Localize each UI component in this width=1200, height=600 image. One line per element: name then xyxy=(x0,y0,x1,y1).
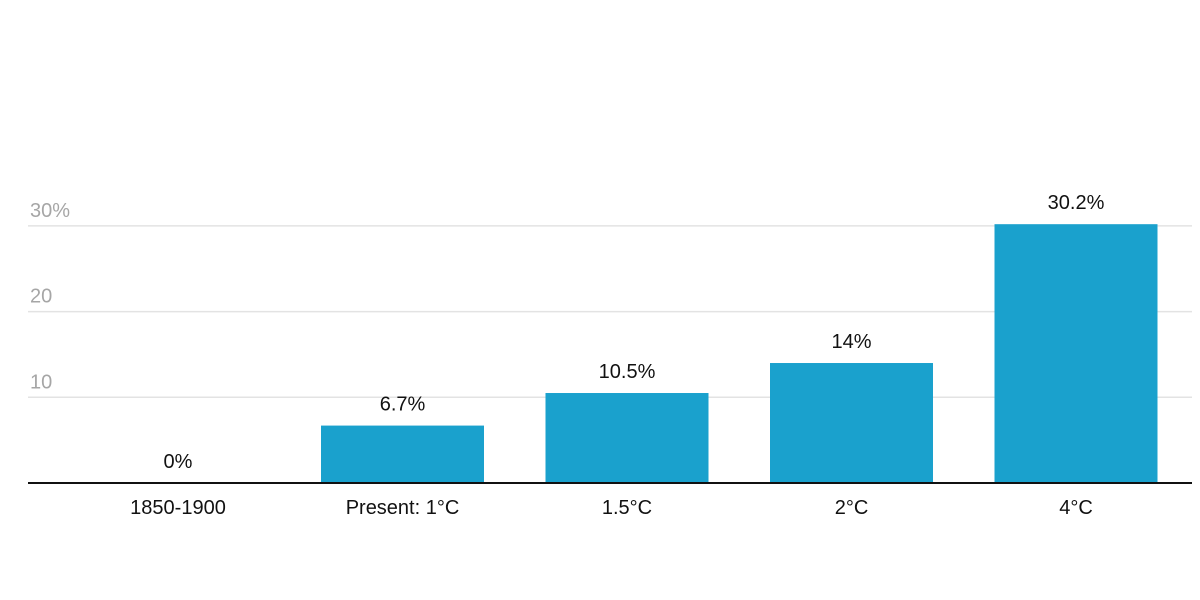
x-axis-labels: 1850-1900 Present: 1°C 1.5°C 2°C 4°C xyxy=(130,497,1093,519)
bars xyxy=(321,224,1158,483)
x-tick-label: 2°C xyxy=(835,497,869,519)
x-tick-label: Present: 1°C xyxy=(346,497,460,519)
data-label: 10.5% xyxy=(599,361,656,383)
bar xyxy=(321,425,484,483)
y-tick-label: 10 xyxy=(30,371,52,393)
x-tick-label: 1850-1900 xyxy=(130,497,226,519)
data-label: 6.7% xyxy=(380,394,426,416)
bar xyxy=(770,363,933,483)
data-labels: 0% 6.7% 10.5% 14% 30.2% xyxy=(164,192,1105,473)
data-label: 14% xyxy=(831,331,871,353)
x-tick-label: 1.5°C xyxy=(602,497,652,519)
y-tick-label: 30% xyxy=(30,200,70,222)
x-tick-label: 4°C xyxy=(1059,497,1093,519)
y-axis-ticks: 10 20 30% xyxy=(30,200,70,393)
bar xyxy=(994,224,1158,483)
y-tick-label: 20 xyxy=(30,286,52,308)
data-label: 30.2% xyxy=(1048,192,1105,214)
bar xyxy=(545,393,709,483)
data-label: 0% xyxy=(164,451,193,473)
